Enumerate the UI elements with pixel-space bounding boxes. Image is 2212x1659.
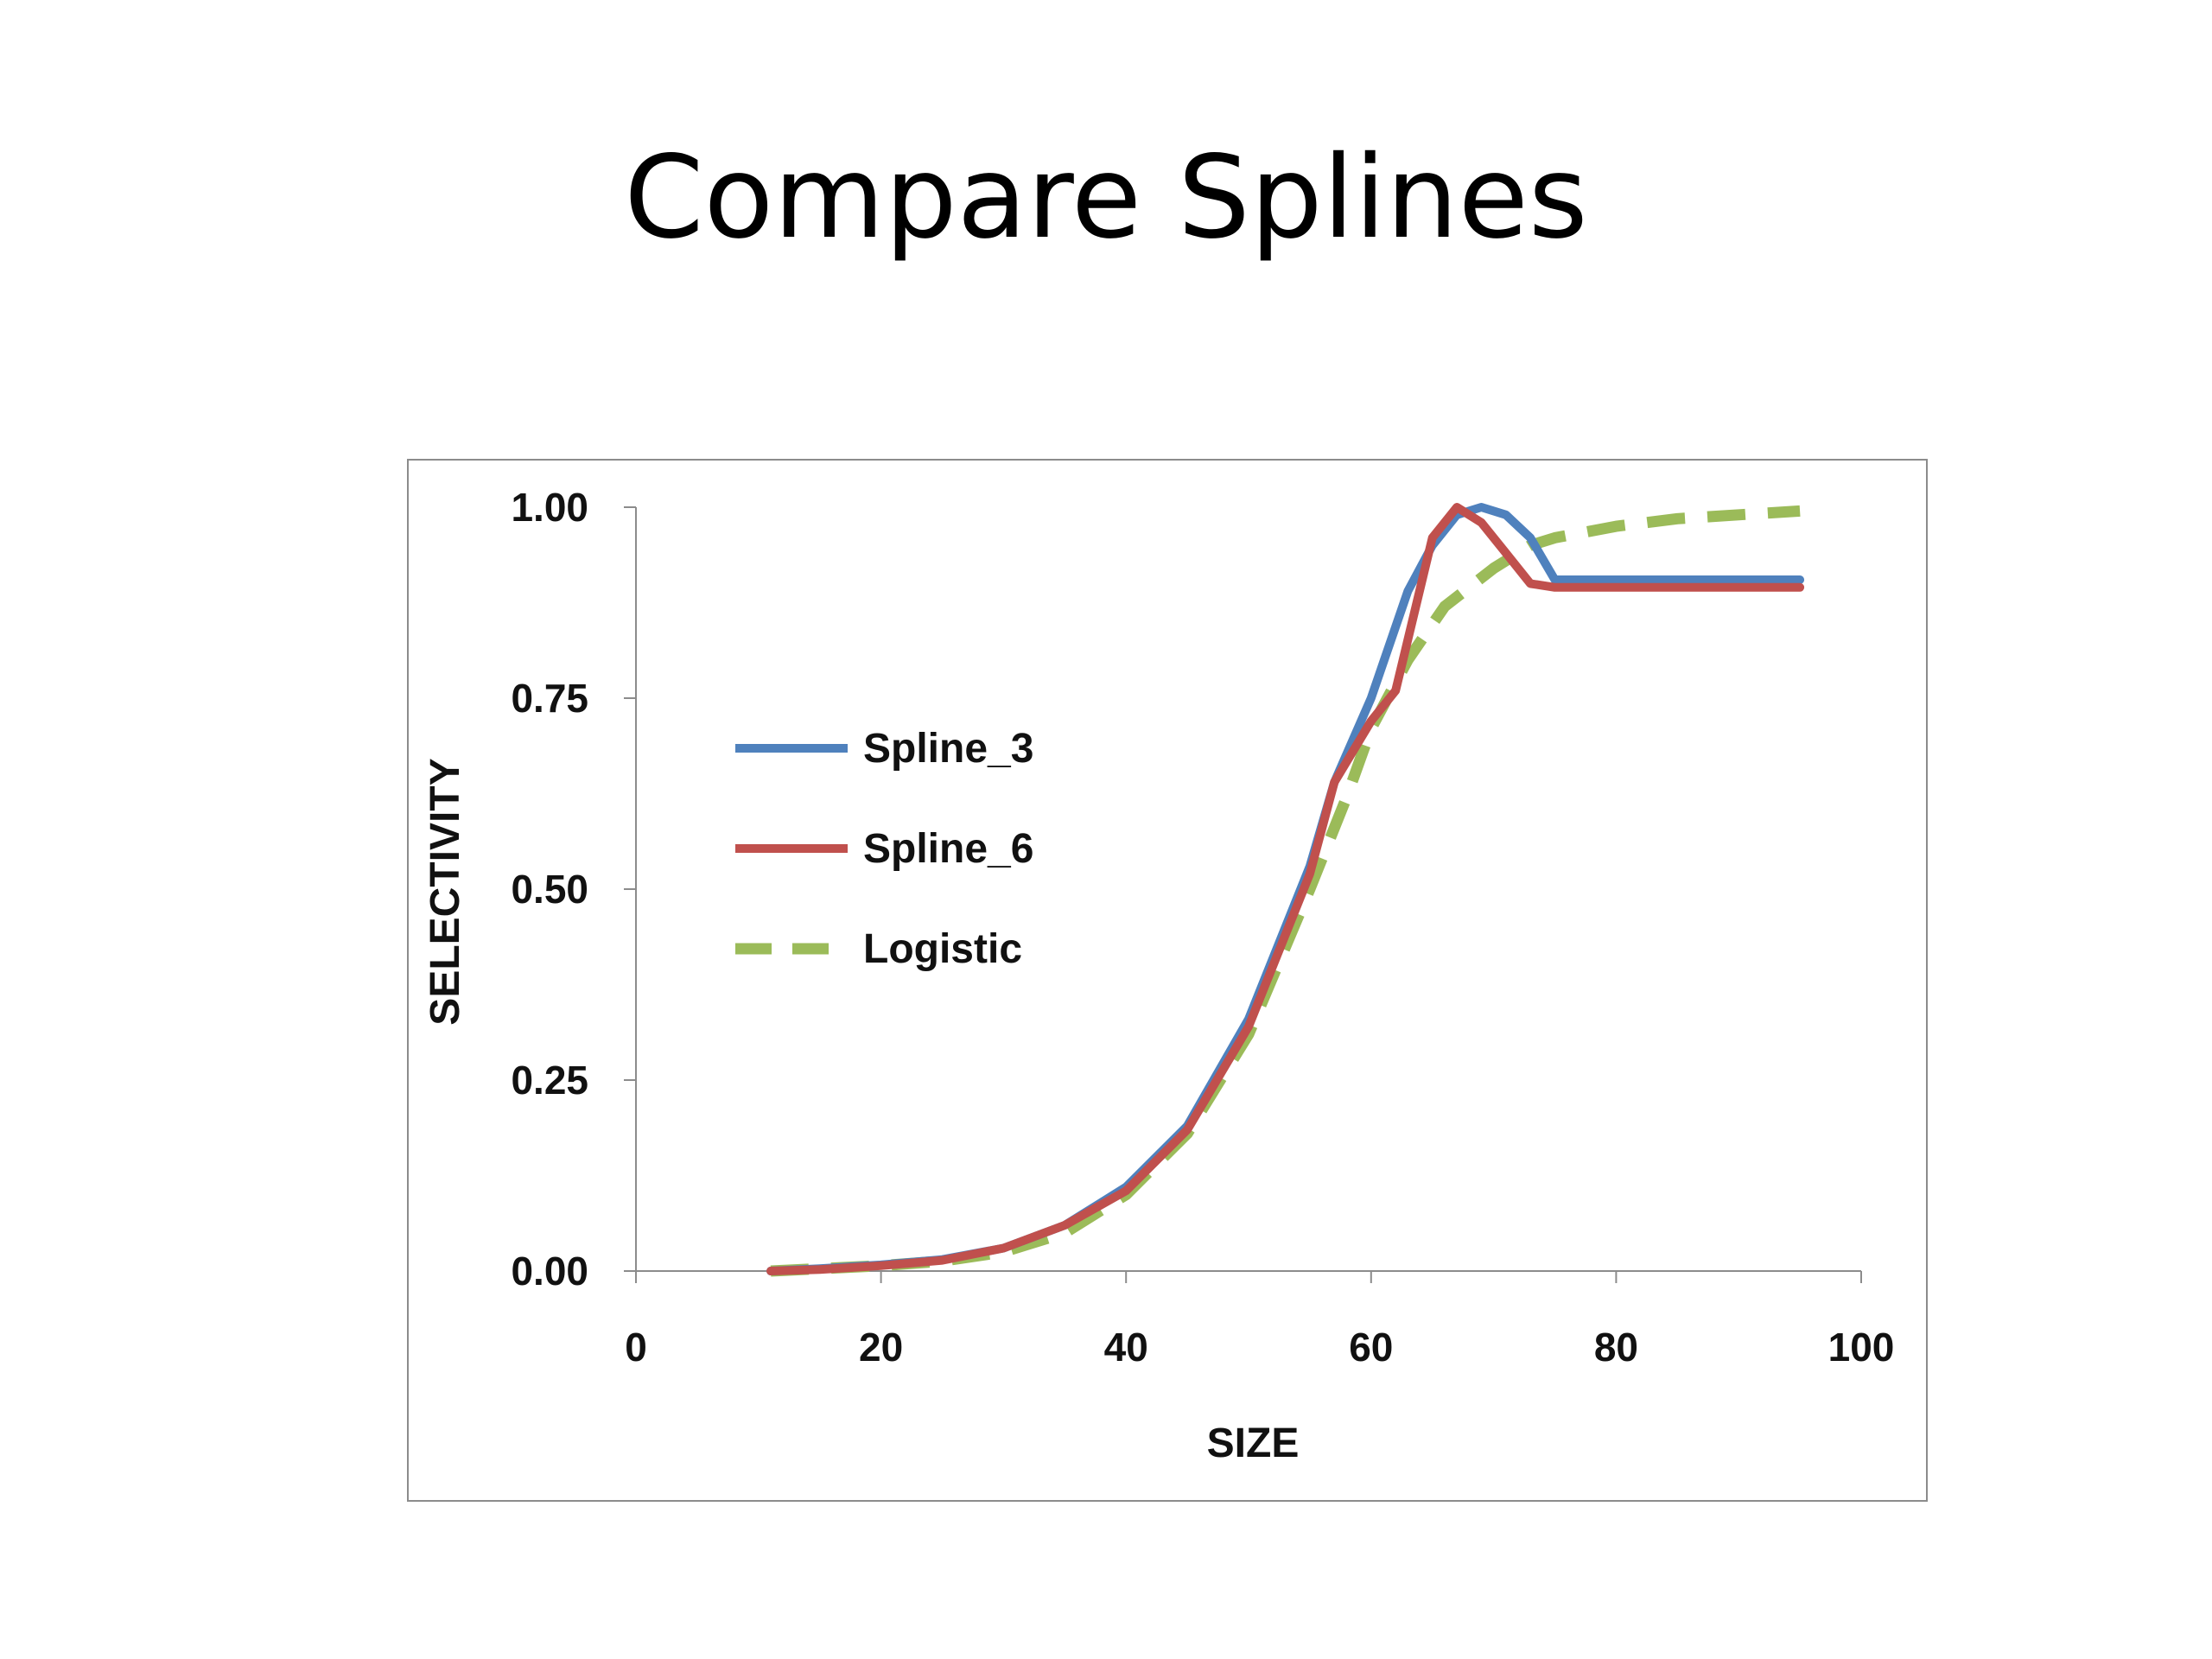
x-tick-label: 20 bbox=[859, 1325, 903, 1370]
y-tick-label: 0.00 bbox=[511, 1249, 588, 1294]
x-tick-label: 80 bbox=[1594, 1325, 1638, 1370]
chart-container: 0.00 0.25 0.50 0.75 1.00 0 20 40 60 80 100 Spline_… bbox=[407, 459, 1928, 1502]
legend: Spline_3 Spline_6 Logistic bbox=[735, 726, 1033, 972]
series-line-spline-6 bbox=[766, 503, 1805, 1275]
y-axis-label: SELECTIVITY bbox=[423, 758, 468, 1025]
x-tick-label: 0 bbox=[625, 1325, 647, 1370]
legend-label-spline-3: Spline_3 bbox=[863, 726, 1033, 772]
chart-border bbox=[407, 459, 1928, 1502]
y-tick-label: 0.25 bbox=[511, 1058, 588, 1103]
series-layer bbox=[766, 503, 1805, 1277]
x-tick-label: 60 bbox=[1349, 1325, 1393, 1370]
x-axis-label: SIZE bbox=[1207, 1421, 1300, 1466]
x-tick-label: 100 bbox=[1828, 1325, 1895, 1370]
x-tick-label: 40 bbox=[1104, 1325, 1148, 1370]
y-tick-label: 0.75 bbox=[511, 676, 588, 721]
legend-label-logistic: Logistic bbox=[863, 926, 1022, 972]
y-tick-label: 0.50 bbox=[511, 867, 588, 912]
slide-title: Compare Splines bbox=[624, 131, 1588, 264]
axes: 0.00 0.25 0.50 0.75 1.00 0 20 40 60 80 100 bbox=[511, 485, 1894, 1370]
legend-label-spline-6: Spline_6 bbox=[863, 826, 1033, 872]
selectivity-chart: 0.00 0.25 0.50 0.75 1.00 0 20 40 60 80 100 Spline_… bbox=[407, 459, 1928, 1502]
y-tick-label: 1.00 bbox=[511, 485, 588, 530]
